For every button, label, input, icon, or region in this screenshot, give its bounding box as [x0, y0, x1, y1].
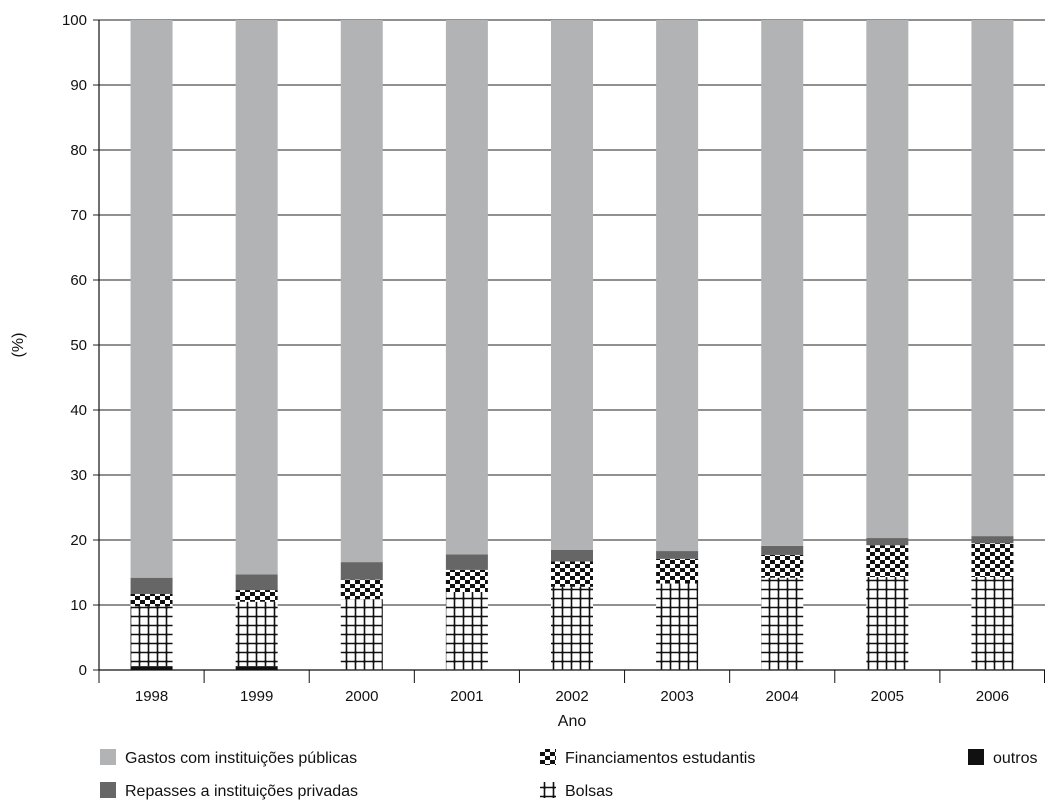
y-tick-label: 70 — [70, 207, 87, 224]
bar-segment — [551, 549, 593, 562]
bar-segment — [551, 561, 593, 587]
legend-swatch — [968, 749, 984, 765]
y-tick-label: 60 — [70, 272, 87, 289]
bar-group-2002 — [551, 20, 593, 670]
bar-segment — [656, 583, 699, 670]
bar-segment — [761, 545, 804, 555]
bar-group-2001 — [445, 20, 488, 670]
y-tick-label: 40 — [70, 402, 87, 419]
legend-item: Financiamentos estudantis — [540, 749, 755, 767]
x-tick-label: 2002 — [555, 688, 588, 705]
bar-segment — [761, 577, 804, 670]
bar-segment — [130, 593, 173, 607]
x-tick-label: 2004 — [766, 688, 799, 705]
bar-segment — [761, 554, 804, 578]
legend-item: Bolsas — [540, 782, 613, 800]
bar-segment — [761, 20, 804, 546]
legend-label: Bolsas — [565, 783, 613, 800]
legend-item: Gastos com instituições públicas — [100, 749, 357, 767]
x-tick-label: 1998 — [135, 688, 168, 705]
x-tick-label: 2003 — [660, 688, 693, 705]
bar-group-2004 — [761, 20, 804, 670]
legend-swatch — [540, 749, 556, 765]
bar-group-2005 — [866, 20, 909, 670]
legend-label: Financiamentos estudantis — [565, 750, 755, 767]
bar-segment — [656, 551, 699, 559]
legend-swatch — [100, 749, 116, 765]
bar-segment — [130, 577, 173, 594]
axes — [98, 20, 1045, 683]
y-tick-label: 0 — [79, 662, 87, 679]
x-axis-label: Ano — [558, 713, 587, 730]
bars — [130, 20, 1014, 670]
x-tick-labels: 1998 1999 2000 2001 2002 2003 2004 2005 2006 — [135, 688, 1009, 705]
bar-segment — [445, 592, 488, 670]
bar-group-1999 — [235, 20, 278, 670]
bar-segment — [971, 536, 1014, 544]
y-tick-label: 80 — [70, 142, 87, 159]
bar-segment — [130, 606, 173, 667]
bar-segment — [340, 579, 383, 600]
bar-segment — [130, 666, 173, 670]
bar-segment — [971, 20, 1014, 537]
bar-group-2000 — [340, 20, 383, 670]
y-tick-label: 100 — [62, 12, 87, 29]
x-tick-label: 2005 — [871, 688, 904, 705]
bar-group-1998 — [130, 20, 173, 670]
legend-swatch — [100, 782, 116, 798]
bar-group-2003 — [656, 20, 699, 670]
legend: Gastos com instituições públicas Repasses… — [100, 749, 1037, 800]
legend-label: Repasses a instituições privadas — [125, 783, 358, 800]
bar-segment — [130, 20, 173, 578]
bar-segment — [551, 20, 593, 550]
bar-segment — [656, 20, 699, 552]
bar-segment — [445, 554, 488, 570]
x-tick-label: 1999 — [240, 688, 273, 705]
x-tick-label: 2000 — [345, 688, 378, 705]
bar-segment — [971, 577, 1014, 670]
legend-swatch — [540, 782, 556, 798]
bar-segment — [445, 20, 488, 555]
bar-segment — [866, 545, 909, 578]
bar-segment — [340, 20, 383, 563]
bar-segment — [551, 586, 593, 670]
legend-label: Gastos com instituições públicas — [125, 750, 357, 767]
y-tick-label: 90 — [70, 77, 87, 94]
bar-segment — [445, 569, 488, 592]
bar-segment — [235, 601, 278, 667]
bar-segment — [235, 666, 278, 670]
bar-segment — [340, 599, 383, 670]
bar-segment — [235, 574, 278, 591]
bar-segment — [235, 590, 278, 602]
bar-segment — [656, 558, 699, 584]
x-tick-label: 2001 — [450, 688, 483, 705]
legend-item: outros — [968, 749, 1037, 767]
bar-segment — [971, 543, 1014, 578]
bar-segment — [866, 538, 909, 546]
legend-item: Repasses a instituições privadas — [100, 782, 358, 800]
x-tick-label: 2006 — [976, 688, 1009, 705]
bar-group-2006 — [971, 20, 1014, 670]
bar-segment — [866, 20, 909, 539]
legend-label: outros — [993, 750, 1037, 767]
y-tick-labels: 0 10 20 30 40 50 60 70 80 90 100 — [62, 12, 87, 679]
bar-segment — [340, 562, 383, 580]
bar-segment — [866, 577, 909, 670]
y-tick-label: 50 — [70, 337, 87, 354]
y-axis-label: (%) — [10, 333, 27, 358]
y-tick-label: 30 — [70, 467, 87, 484]
y-tick-label: 20 — [70, 532, 87, 549]
bar-segment — [235, 20, 278, 575]
y-tick-label: 10 — [70, 597, 87, 614]
